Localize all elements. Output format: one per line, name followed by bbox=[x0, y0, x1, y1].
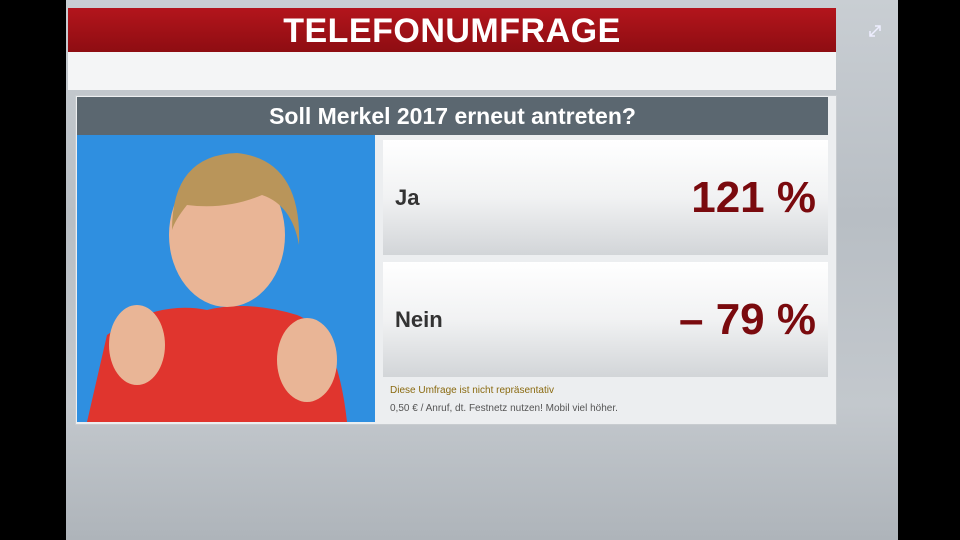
header-strip bbox=[68, 52, 836, 90]
disclaimer: Diese Umfrage ist nicht repräsentativ bbox=[390, 385, 554, 396]
answer-label: Ja bbox=[395, 185, 420, 210]
answer-row: Nein – 79 % bbox=[383, 262, 828, 377]
answer-label: Nein bbox=[395, 307, 443, 332]
answer-value: 121 % bbox=[691, 173, 816, 222]
answer-value: – 79 % bbox=[679, 295, 816, 344]
call-cost: 0,50 € / Anruf, dt. Festnetz nutzen! Mob… bbox=[390, 403, 618, 414]
expand-icon[interactable] bbox=[868, 24, 882, 38]
photo bbox=[77, 135, 375, 422]
question: Soll Merkel 2017 erneut antreten? bbox=[77, 97, 828, 135]
header-title: TELEFONUMFRAGE bbox=[68, 8, 836, 52]
answer-row: Ja 121 % bbox=[383, 140, 828, 255]
